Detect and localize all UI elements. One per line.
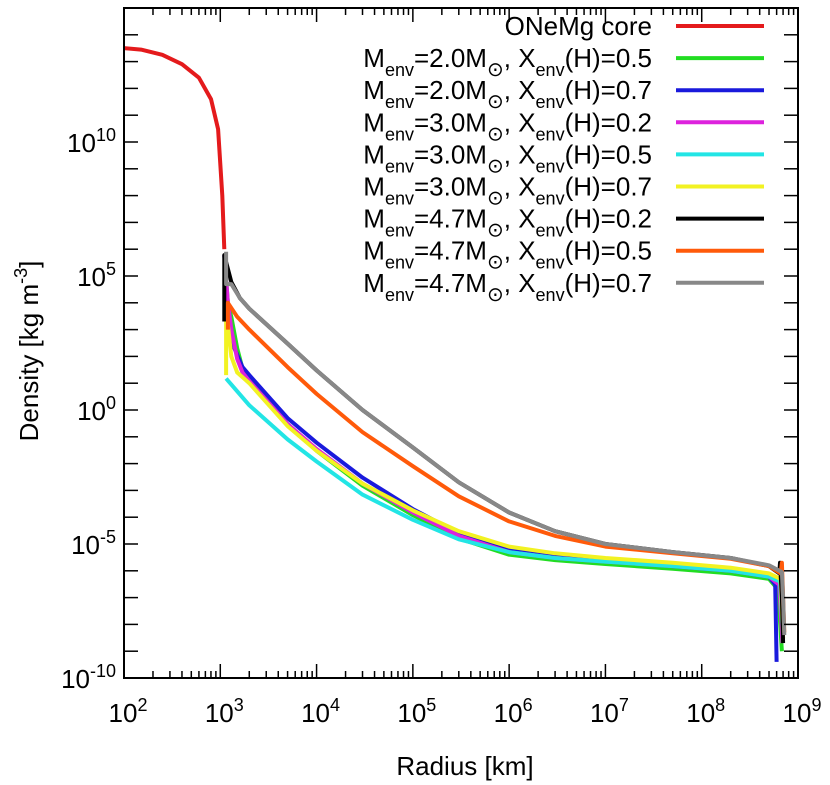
x-tick-label: 106 (494, 695, 533, 728)
series-line-8 (225, 300, 787, 633)
series-layer (124, 46, 787, 662)
legend-entry-2: Menv=2.0M⊙, Xenv(H)=0.5 (363, 43, 764, 81)
y-axis-label-base: Density [kg m (14, 284, 44, 442)
legend-label: Menv=2.0M⊙, Xenv(H)=0.7 (363, 75, 652, 113)
series-line-6 (224, 306, 786, 639)
legend-label: Menv=3.0M⊙, Xenv(H)=0.2 (363, 107, 652, 145)
series-line-9 (224, 251, 787, 636)
legend-entry-8: Menv=4.7M⊙, Xenv(H)=0.5 (363, 236, 764, 274)
x-tick-label: 103 (205, 695, 244, 728)
y-tick-label: 10-5 (71, 527, 116, 560)
series-line-2 (222, 254, 784, 652)
legend-entry-4: Menv=3.0M⊙, Xenv(H)=0.2 (363, 107, 764, 145)
y-axis-label: Density [kg m-3] (11, 261, 44, 442)
x-tick-label: 109 (783, 695, 822, 728)
y-tick-label: 10-10 (61, 661, 116, 694)
legend-entry-7: Menv=4.7M⊙, Xenv(H)=0.2 (363, 204, 764, 242)
plot-frame (123, 7, 799, 679)
legend-label: ONeMg core (505, 11, 652, 41)
legend-label: Menv=4.7M⊙, Xenv(H)=0.7 (363, 268, 652, 306)
ticks-layer: 102 103 104 105 106 107 108 109 10-10 10-5 100 105 1… (61, 7, 822, 728)
legend-label: Menv=3.0M⊙, Xenv(H)=0.7 (363, 172, 652, 210)
series-line-1 (124, 46, 227, 250)
x-tick-label: 108 (686, 695, 725, 728)
y-axis-label-exponent: -3 (11, 268, 31, 284)
legend-label: Menv=2.0M⊙, Xenv(H)=0.5 (363, 43, 652, 81)
x-tick-label: 104 (301, 695, 340, 728)
legend-entry-5: Menv=3.0M⊙, Xenv(H)=0.5 (363, 139, 764, 177)
series-line-7 (222, 253, 786, 644)
x-tick-label: 107 (590, 695, 629, 728)
legend-label: Menv=3.0M⊙, Xenv(H)=0.5 (363, 139, 652, 177)
x-axis-label: Radius [km] (396, 751, 533, 781)
legend-entry-6: Menv=3.0M⊙, Xenv(H)=0.7 (363, 172, 764, 210)
series-line-4 (222, 254, 785, 644)
y-tick-label: 100 (77, 393, 116, 426)
legend-label: Menv=4.7M⊙, Xenv(H)=0.2 (363, 204, 652, 242)
y-axis-label-close: ] (14, 261, 44, 268)
series-line-5 (224, 377, 786, 639)
legend-entry-9: Menv=4.7M⊙, Xenv(H)=0.7 (363, 268, 764, 306)
legend-entry-3: Menv=2.0M⊙, Xenv(H)=0.7 (363, 75, 764, 113)
legend-entry-1: ONeMg core (505, 11, 764, 41)
y-tick-label: 1010 (67, 125, 116, 158)
legend-label: Menv=4.7M⊙, Xenv(H)=0.5 (363, 236, 652, 274)
x-tick-label: 105 (397, 695, 436, 728)
x-tick-label: 102 (109, 695, 148, 728)
y-tick-label: 105 (77, 259, 116, 292)
series-line-3 (222, 254, 779, 662)
